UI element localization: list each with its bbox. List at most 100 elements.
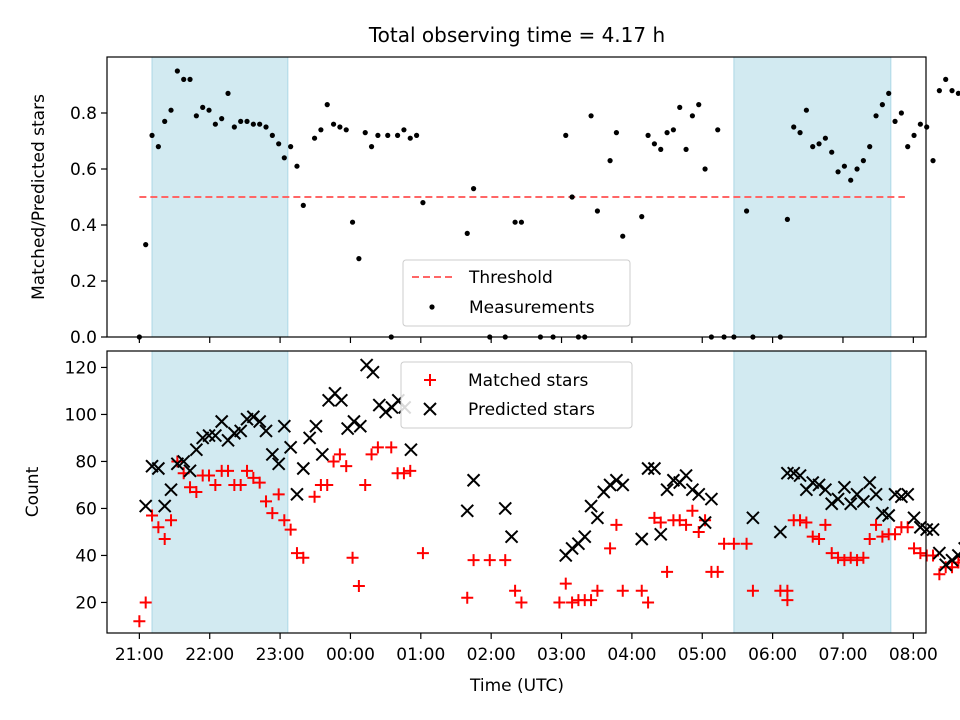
matched-star-point [340,460,353,473]
matched-star-point [604,542,617,555]
predicted-star-point [164,482,178,497]
x-tick-label: 00:00 [326,645,375,665]
measurement-point [231,124,237,130]
matched-star-point [327,455,340,468]
matched-star-point [832,551,845,564]
predicted-star-point [679,468,693,483]
measurement-point [413,132,420,138]
measurement-point [464,230,470,236]
top-x-ticks [138,337,914,343]
predicted-star-point [831,492,845,506]
predicted-star-point [183,464,197,478]
measurement-point [420,200,426,206]
matched-star-point [404,464,417,477]
measurement-point [263,124,269,130]
x-tick-label: 04:00 [607,645,656,665]
measurement-point [250,121,256,127]
matched-star-point [591,584,604,597]
measurement-point [917,121,923,127]
predicted-star-point [208,428,223,443]
measurement-point [791,124,797,130]
measurement-point [835,169,841,175]
matched-star-point [308,490,321,503]
matched-star-point [863,533,876,545]
matched-star-point [499,554,512,567]
predicted-star-point [863,475,877,490]
bottom-shaded-regions [151,350,892,634]
predicted-star-point [315,447,330,462]
measurement-point [658,146,664,152]
measurement-point [343,127,349,133]
matched-star-point [889,528,902,541]
predicted-star-point [404,442,418,457]
matched-star-point [727,537,740,550]
predicted-star-point [565,541,579,556]
y-tick-label: 120 [65,358,97,378]
predicted-star-point [812,478,826,492]
matched-star-point [813,533,826,545]
matched-star-point [203,469,216,482]
predicted-star-point [685,482,700,497]
measurement-point [822,135,828,141]
predicted-star-point [504,529,519,544]
matched-stars-series [133,441,960,628]
matched-star-point [290,547,303,560]
measurement-point [803,107,809,113]
measurement-point [886,90,892,96]
matched-star-point [559,577,572,590]
matched-star-point [365,448,378,461]
x-axis-label: Time (UTC) [469,676,564,696]
measurements-legend-marker [429,304,435,310]
matched-star-point [509,584,522,597]
predicted-star-point [945,553,959,567]
measurement-point [651,141,658,147]
measurement-point [225,90,231,96]
shaded-region [733,350,892,634]
bottom-panel: 20 40 60 80 100 120 21:00 22:00 23:00 00:00 01:00… [23,350,960,696]
measurement-point [349,219,356,225]
measurement-point [257,121,263,127]
measurement-point [512,219,518,225]
predicted-star-point [460,504,474,518]
measurement-point [860,158,866,164]
y-tick-label: 0.2 [70,272,97,292]
matched-star-point [857,551,870,564]
predicted-star-point [366,365,380,379]
matched-star-point [844,551,857,564]
measurement-point [174,68,180,74]
matched-star-point [397,467,410,480]
predicted-star-point [302,431,317,445]
matched-star-point [133,615,146,628]
matched-star-point [648,511,661,524]
matched-star-point [806,530,819,543]
measurement-point [276,141,282,147]
measurement-point [168,107,174,113]
measurement-point [238,118,244,124]
measurement-point [143,242,149,248]
measurement-point [898,110,904,116]
y-tick-label: 60 [75,499,97,519]
y-tick-label: 0.6 [70,160,97,180]
measurement-point [743,208,750,214]
measurement-point [337,124,343,130]
measurement-point [318,127,324,133]
measurement-point [356,256,362,262]
predicted-star-point [844,497,858,511]
predicted-star-point [334,393,349,408]
measurement-point [269,132,275,138]
measurement-point [193,113,199,119]
x-tick-label: 22:00 [185,645,234,665]
measurement-point [288,144,294,150]
matched-star-point [461,591,474,604]
matched-star-point [616,584,629,597]
measurement-point [955,90,960,96]
matched-star-point [253,476,266,489]
predicted-star-point [635,532,649,546]
predicted-star-point [900,487,915,502]
y-tick-label: 20 [75,593,97,613]
bottom-y-axis-label: Count [23,466,43,517]
measurement-point [670,127,677,133]
matched-star-point [467,554,480,567]
predicted-star-point [856,494,871,509]
matched-star-point [184,481,197,494]
